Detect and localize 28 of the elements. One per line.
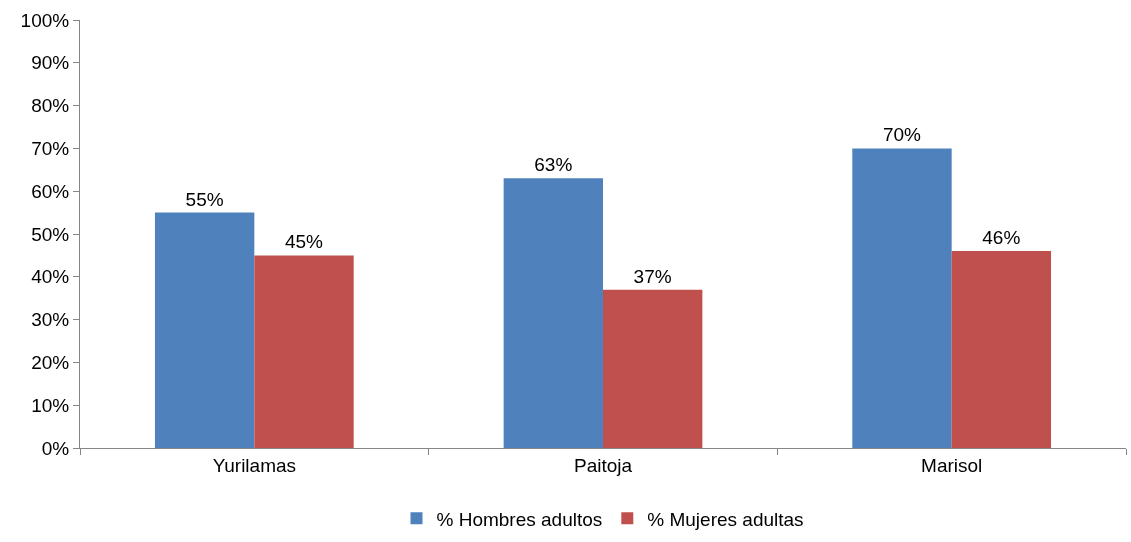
y-tick-label: 50%: [31, 223, 70, 245]
legend-label: % Mujeres adultas: [647, 508, 804, 530]
bar: [254, 255, 354, 448]
x-tick-label: Marisol: [921, 454, 983, 476]
bar: [951, 251, 1052, 448]
data-label: 63%: [534, 154, 573, 176]
x-tick-label: Yurilamas: [212, 454, 297, 476]
y-tick-label: 0%: [41, 437, 70, 459]
y-tick-label: 60%: [31, 180, 70, 202]
legend-label: % Hombres adultos: [436, 508, 603, 530]
bar: [852, 148, 952, 448]
bar: [503, 178, 603, 448]
y-tick-label: 20%: [31, 352, 70, 374]
data-label: 45%: [284, 231, 324, 253]
data-label: 46%: [982, 227, 1021, 249]
y-tick-label: 80%: [31, 95, 70, 117]
y-tick-label: 90%: [31, 52, 70, 74]
bar: [154, 212, 255, 448]
y-tick-label: 10%: [31, 394, 70, 416]
y-tick-label: 40%: [31, 266, 70, 288]
bar: [603, 289, 703, 448]
data-label: 55%: [185, 188, 224, 210]
y-tick-label: 30%: [31, 309, 70, 331]
y-tick-label: 70%: [31, 138, 70, 160]
data-label: 37%: [633, 265, 672, 287]
y-tick-label: 100%: [20, 9, 70, 31]
x-tick-label: Paitoja: [573, 454, 633, 476]
data-label: 70%: [882, 124, 922, 146]
